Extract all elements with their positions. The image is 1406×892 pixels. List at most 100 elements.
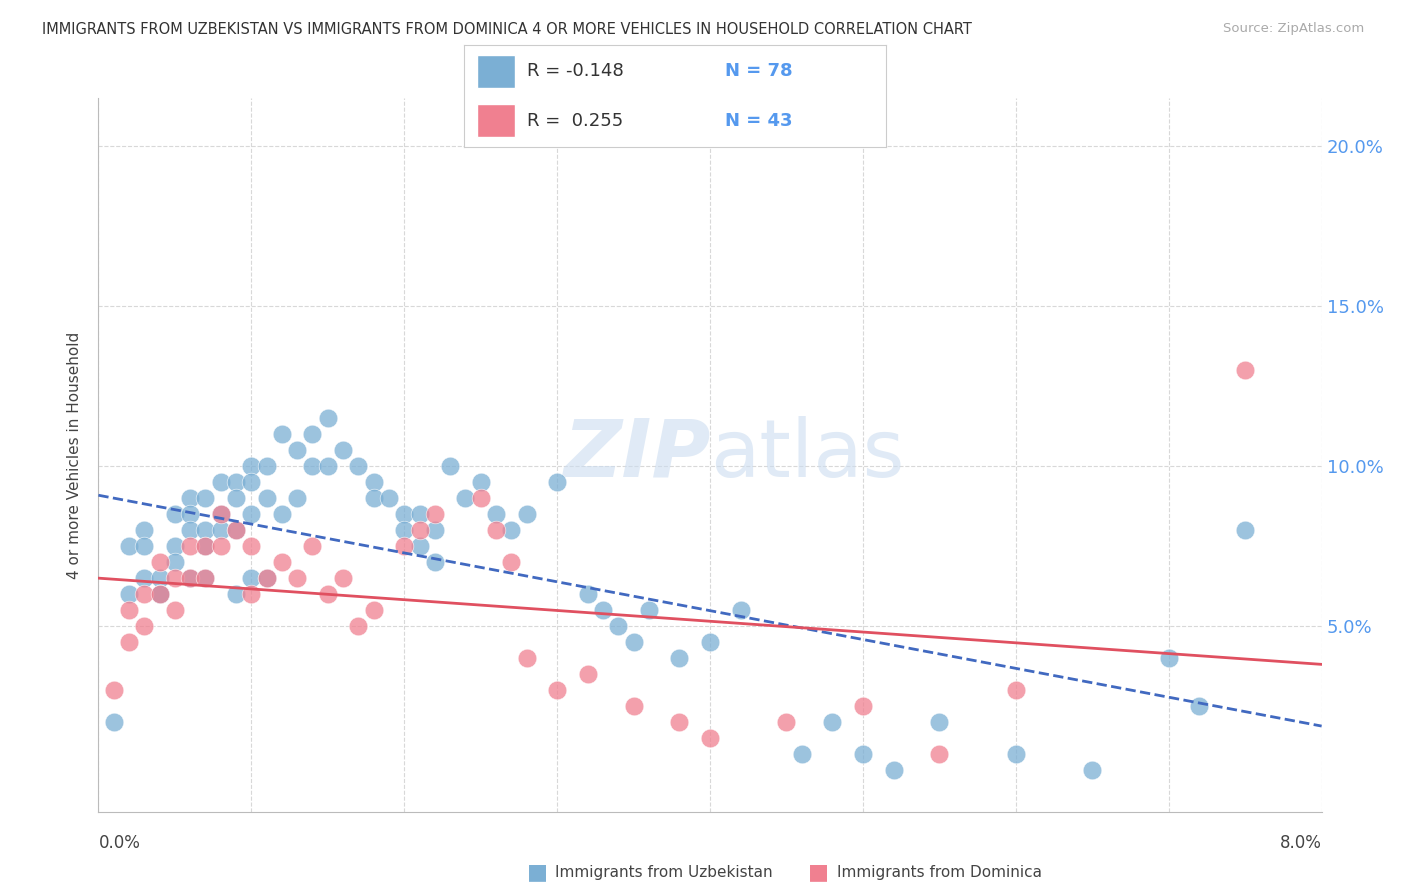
Point xyxy=(163,571,186,585)
Point xyxy=(225,523,247,537)
Point xyxy=(179,491,201,505)
Point xyxy=(883,763,905,777)
Point xyxy=(408,523,430,537)
Point xyxy=(194,571,217,585)
FancyBboxPatch shape xyxy=(477,104,515,137)
Point xyxy=(408,507,430,521)
Point xyxy=(1188,699,1211,714)
Point xyxy=(256,571,278,585)
Text: Source: ZipAtlas.com: Source: ZipAtlas.com xyxy=(1223,22,1364,36)
Point xyxy=(118,539,141,553)
Point xyxy=(470,491,492,505)
Point xyxy=(454,491,477,505)
Point xyxy=(270,507,294,521)
Point xyxy=(270,555,294,569)
Point xyxy=(134,587,156,601)
Point xyxy=(821,715,844,730)
Point xyxy=(439,459,461,474)
Point xyxy=(623,699,645,714)
Point xyxy=(256,491,278,505)
Point xyxy=(225,491,247,505)
Text: atlas: atlas xyxy=(710,416,904,494)
Point xyxy=(285,443,308,458)
Point xyxy=(332,571,354,585)
Point xyxy=(194,523,217,537)
Point xyxy=(134,523,156,537)
Point xyxy=(607,619,630,633)
Point xyxy=(730,603,752,617)
Point xyxy=(194,491,217,505)
Point xyxy=(134,539,156,553)
Point xyxy=(378,491,401,505)
Point xyxy=(408,539,430,553)
Point xyxy=(392,523,416,537)
Point xyxy=(423,523,446,537)
Point xyxy=(149,571,172,585)
Point xyxy=(149,587,172,601)
Point xyxy=(316,411,339,425)
Point xyxy=(1157,651,1180,665)
Text: IMMIGRANTS FROM UZBEKISTAN VS IMMIGRANTS FROM DOMINICA 4 OR MORE VEHICLES IN HOU: IMMIGRANTS FROM UZBEKISTAN VS IMMIGRANTS… xyxy=(42,22,972,37)
Point xyxy=(699,635,721,649)
Point xyxy=(270,427,294,442)
Text: ZIP: ZIP xyxy=(562,416,710,494)
Point xyxy=(576,587,599,601)
Point xyxy=(928,747,950,761)
Point xyxy=(194,539,217,553)
Point xyxy=(316,587,339,601)
Point xyxy=(118,587,141,601)
Point xyxy=(209,523,232,537)
Point xyxy=(516,507,538,521)
Point xyxy=(852,699,875,714)
Text: N = 43: N = 43 xyxy=(725,112,793,129)
Point xyxy=(285,571,308,585)
Point xyxy=(240,507,263,521)
FancyBboxPatch shape xyxy=(477,55,515,87)
Point xyxy=(118,635,141,649)
Point xyxy=(179,523,201,537)
Point xyxy=(516,651,538,665)
Point xyxy=(1234,363,1257,377)
Point xyxy=(118,603,141,617)
Point xyxy=(134,619,156,633)
Point xyxy=(240,539,263,553)
Point xyxy=(392,507,416,521)
Point xyxy=(163,555,186,569)
Point xyxy=(301,459,323,474)
Point xyxy=(392,539,416,553)
Point xyxy=(1234,523,1257,537)
Point xyxy=(225,523,247,537)
Point xyxy=(592,603,614,617)
Point xyxy=(240,459,263,474)
Point xyxy=(301,427,323,442)
Text: ■: ■ xyxy=(808,863,830,882)
Point xyxy=(423,555,446,569)
Point xyxy=(576,667,599,681)
Point xyxy=(316,459,339,474)
Point xyxy=(163,603,186,617)
Point xyxy=(209,507,232,521)
Point xyxy=(485,523,508,537)
Point xyxy=(347,619,370,633)
Point xyxy=(149,587,172,601)
Point xyxy=(225,587,247,601)
Point xyxy=(775,715,797,730)
Point xyxy=(470,475,492,489)
Point xyxy=(149,587,172,601)
Point xyxy=(852,747,875,761)
Point xyxy=(363,603,385,617)
Point xyxy=(623,635,645,649)
Point xyxy=(103,715,125,730)
Point xyxy=(928,715,950,730)
Point xyxy=(637,603,661,617)
Point xyxy=(1004,747,1026,761)
Text: N = 78: N = 78 xyxy=(725,62,793,80)
Text: 0.0%: 0.0% xyxy=(98,834,141,852)
Point xyxy=(301,539,323,553)
Text: 8.0%: 8.0% xyxy=(1279,834,1322,852)
Point xyxy=(668,651,690,665)
Point xyxy=(179,507,201,521)
Point xyxy=(103,683,125,698)
Text: ■: ■ xyxy=(527,863,548,882)
Point xyxy=(179,571,201,585)
